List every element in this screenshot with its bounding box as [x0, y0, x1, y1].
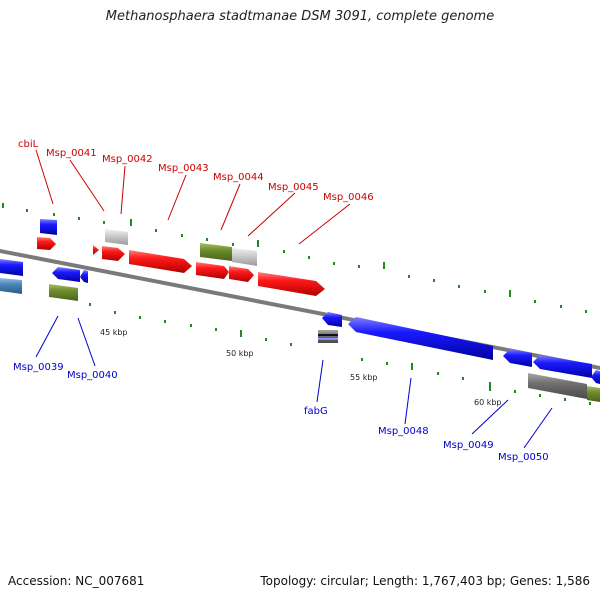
gene-right-olive[interactable] [587, 386, 600, 402]
forward-genes [37, 219, 325, 296]
gene-msp0048[interactable] [348, 317, 493, 360]
label-msp0042[interactable]: Msp_0042 [102, 154, 153, 165]
genome-summary: Topology: circular; Length: 1,767,403 bp… [260, 574, 590, 588]
label-msp0040[interactable]: Msp_0040 [67, 370, 118, 381]
gene-msp0039-small[interactable] [80, 270, 88, 283]
label-msp0041[interactable]: Msp_0041 [46, 148, 97, 159]
gene-msp0045[interactable] [229, 266, 254, 282]
gene-fabG-stack[interactable] [318, 330, 338, 343]
gene-msp0044[interactable] [196, 262, 229, 279]
reverse-genes [0, 259, 600, 402]
gene-cbiL[interactable] [40, 219, 57, 235]
scale-label-50kbp: 50 kbp [226, 349, 254, 358]
gene-msp0049[interactable] [503, 349, 532, 367]
label-msp0044[interactable]: Msp_0044 [213, 172, 264, 183]
gene-msp0044-olive[interactable] [200, 243, 232, 261]
label-cbiL[interactable]: cbiL [18, 139, 39, 150]
scale-label-45kbp: 45 kbp [100, 328, 128, 337]
genome-backbone [0, 248, 600, 371]
gene-cbiL-fwd[interactable] [37, 237, 56, 250]
gene-msp0041-frag[interactable] [93, 245, 99, 255]
inner-tick-marks [89, 303, 591, 405]
label-msp0039[interactable]: Msp_0039 [13, 362, 64, 373]
scale-label-55kbp: 55 kbp [350, 373, 378, 382]
outer-tick-marks [2, 203, 587, 313]
gene-fabG[interactable] [322, 312, 342, 327]
accession-text: Accession: NC_007681 [8, 574, 145, 588]
forward-leader-lines [35, 149, 351, 245]
gene-msp0041[interactable] [102, 246, 125, 261]
gene-left-blue[interactable] [0, 259, 23, 276]
scale-label-60kbp: 60 kbp [474, 398, 502, 407]
gene-msp0046[interactable] [258, 272, 325, 296]
label-msp0045[interactable]: Msp_0045 [268, 182, 319, 193]
label-msp0048[interactable]: Msp_0048 [378, 426, 429, 437]
label-msp0049[interactable]: Msp_0049 [443, 440, 494, 451]
label-msp0050[interactable]: Msp_0050 [498, 452, 549, 463]
map-title: Methanosphaera stadtmanae DSM 3091, comp… [105, 9, 495, 24]
gene-msp0042[interactable] [105, 229, 128, 245]
gene-left-steel[interactable] [0, 278, 22, 294]
gene-msp0050-dark[interactable] [528, 373, 587, 399]
label-fabG[interactable]: fabG [304, 406, 328, 417]
label-msp0046[interactable]: Msp_0046 [323, 192, 374, 203]
gene-msp0044-gray[interactable] [232, 248, 257, 266]
gene-msp0040[interactable] [49, 284, 78, 301]
gene-msp0039[interactable] [52, 267, 80, 282]
gene-msp0043[interactable] [129, 250, 192, 273]
reverse-leader-lines [35, 315, 553, 449]
label-msp0043[interactable]: Msp_0043 [158, 163, 209, 174]
gene-right-blue[interactable] [591, 370, 600, 384]
gene-msp0050[interactable] [533, 355, 592, 378]
